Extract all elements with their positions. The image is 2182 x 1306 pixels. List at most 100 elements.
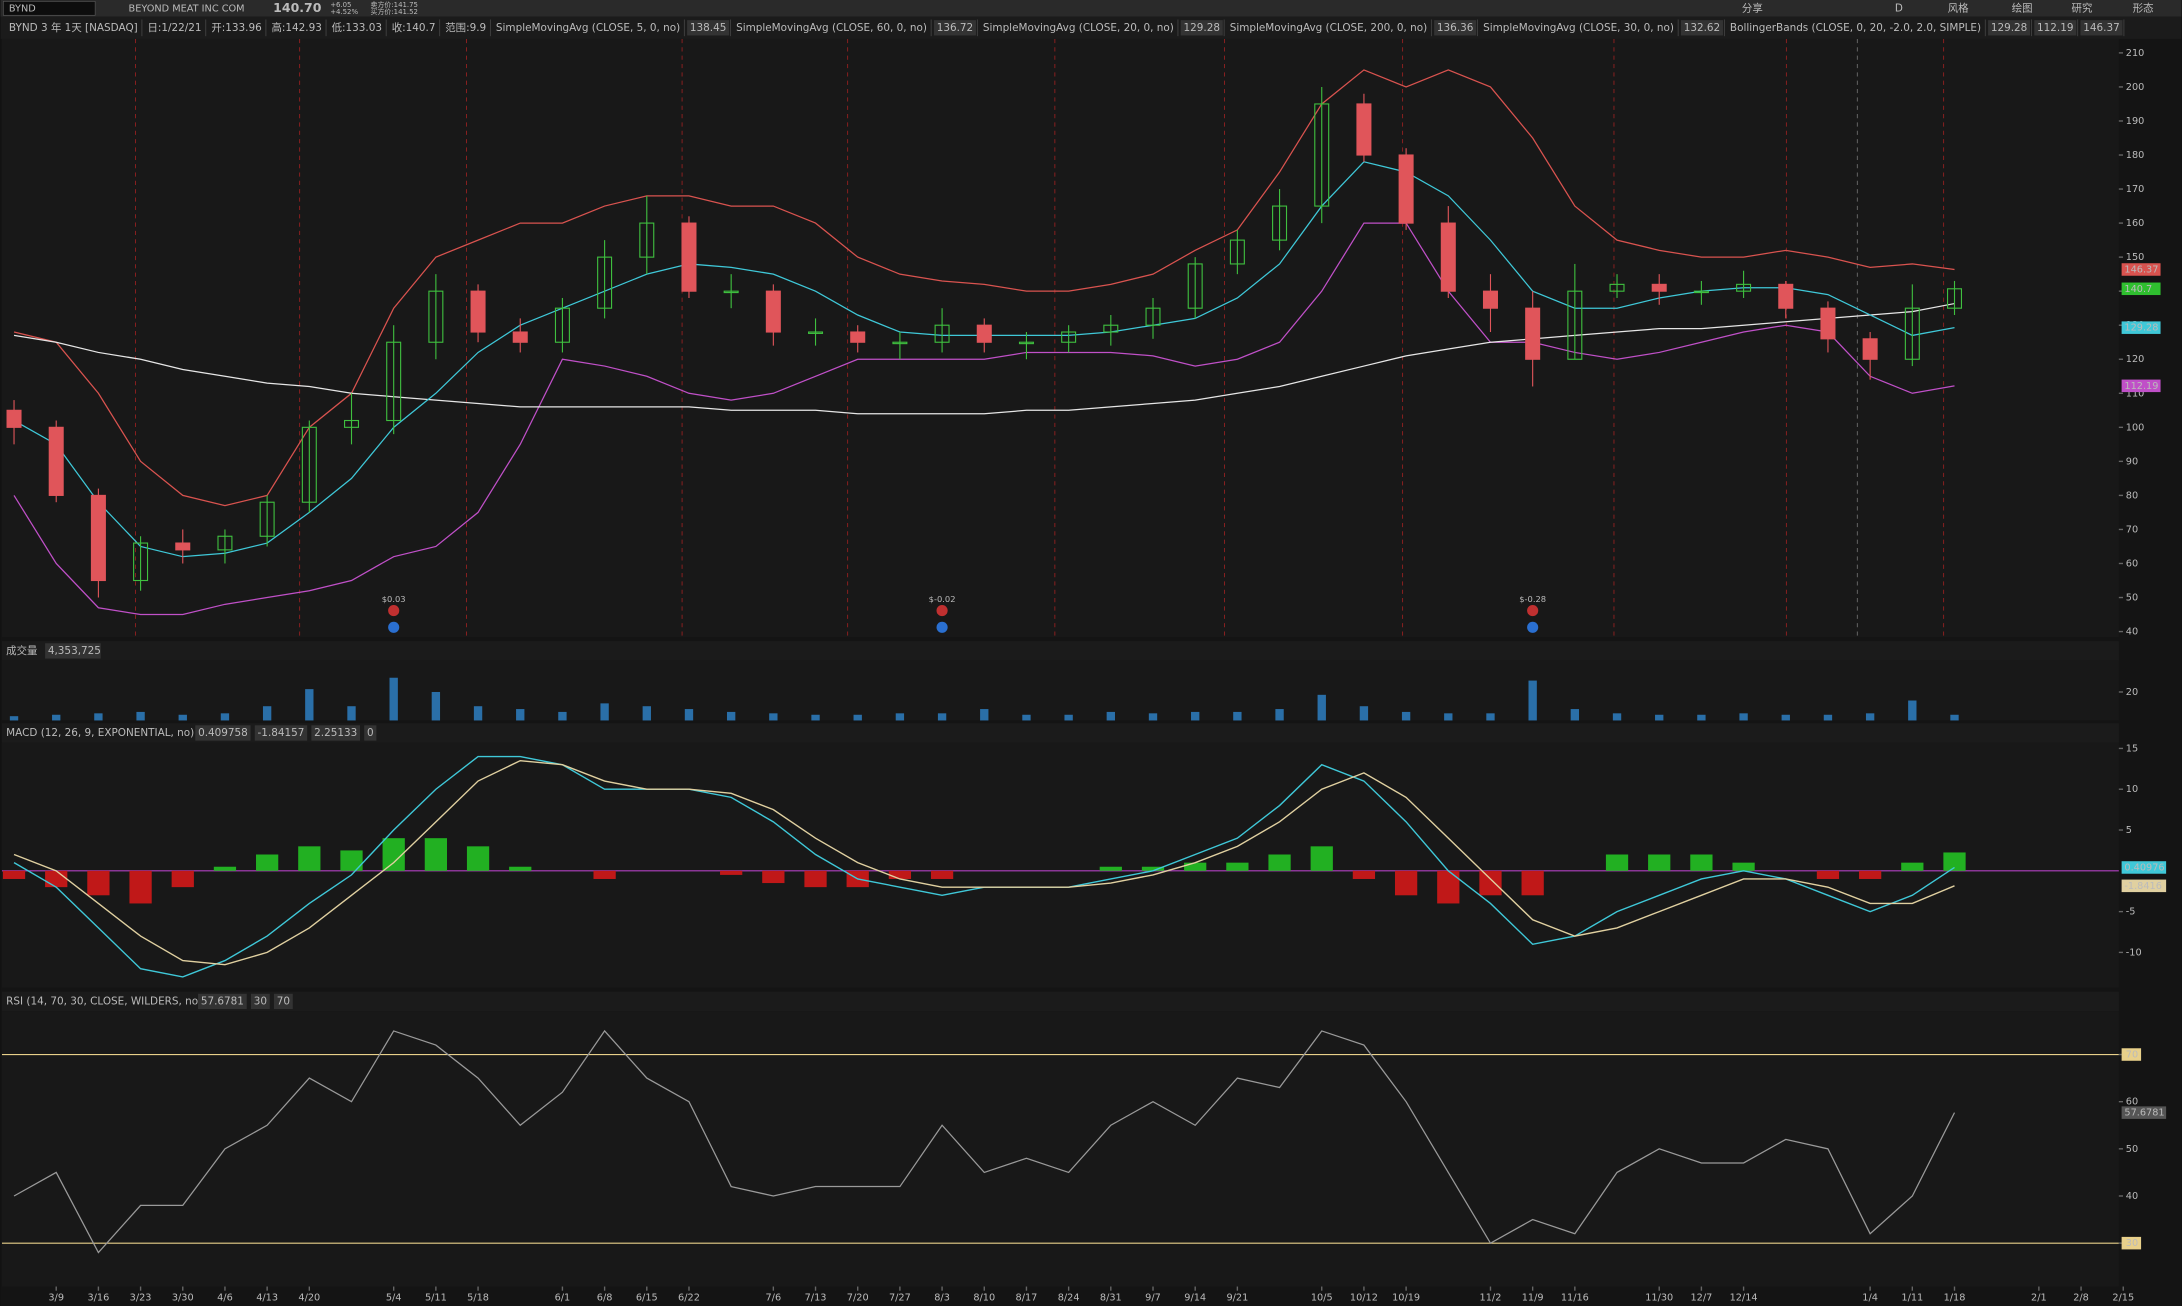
volume-bar [1697,714,1706,721]
macd-histogram [720,870,743,875]
candle-body [1778,283,1794,309]
volume-bar [1865,713,1875,721]
ohlc-field: 高:142.93 [271,21,321,34]
rsi-tag [2121,1106,2167,1119]
macd-histogram [171,870,194,888]
macd-header [1,723,2119,743]
y-tick-label: 170 [2126,184,2145,195]
x-tick-label: 8/24 [1058,1293,1080,1304]
macd-reading: 2.25133 [314,727,357,739]
x-tick-label: 9/21 [1226,1293,1248,1304]
x-tick-label: 3/9 [48,1293,64,1304]
x-tick-label: 12/7 [1690,1293,1712,1304]
candle-body [639,222,655,258]
study-value: 136.72 [937,22,973,34]
price-tag [2121,263,2161,276]
x-tick-label: 4/13 [256,1293,278,1304]
volume-bar [262,706,272,721]
value-box [195,725,251,741]
volume-bar [431,691,441,721]
volume-bar [600,703,609,721]
volume-pane [1,660,2119,721]
macd-histogram [1141,866,1165,871]
x-tick-label: 3/23 [130,1293,152,1304]
value-box [198,993,247,1010]
study-value: 138.45 [690,22,726,34]
value-box [45,643,101,659]
candle-body [1356,103,1372,156]
x-tick-label: 6/8 [597,1293,613,1304]
candle-body [1525,307,1541,360]
candle-body [48,426,64,496]
candle-body [1018,341,1034,345]
candle-body [892,341,908,345]
macd-histogram [1901,862,1924,871]
x-tick-label: 9/14 [1184,1293,1206,1304]
x-tick-label: 7/6 [766,1293,782,1304]
x-tick-label: 10/19 [1392,1293,1420,1304]
candle-body [723,290,739,294]
macd-histogram [1521,870,1544,896]
dividend-icon[interactable] [388,621,400,633]
earnings-icon[interactable] [388,605,400,617]
volume-bar [1064,714,1073,721]
toolbar-button[interactable]: 绘图 [2012,1,2033,14]
earnings-icon[interactable] [936,605,948,617]
x-tick-label: 5/11 [425,1293,447,1304]
level-box [2121,1236,2142,1250]
study-value: 129.28 [1991,22,2027,34]
y-tick-label: -10 [2126,947,2142,958]
x-tick-label: 5/18 [467,1293,489,1304]
change-pct: +4.52% [330,8,358,16]
toolbar-button[interactable]: 研究 [2072,1,2093,14]
candle-body [217,535,233,551]
symbol[interactable]: BYND [9,3,36,14]
volume-bar [1950,714,1959,721]
dividend-icon[interactable] [936,621,948,633]
earnings-icon[interactable] [1527,605,1539,617]
y-tick-label: 40 [2126,627,2138,638]
overlay-line [13,222,1955,616]
volume-bar [1655,714,1664,721]
rsi-reading: 57.6781 [201,995,244,1007]
dividend-icon[interactable] [1527,621,1539,633]
macd-histogram [1943,852,1966,871]
price-tag-label: 129.28 [2124,323,2158,334]
x-tick-label: 7/20 [847,1293,869,1304]
toolbar-button[interactable]: 分享 [1742,1,1763,14]
macd-line [13,759,1955,966]
macd-histogram [1648,854,1671,871]
symbol-box[interactable] [3,1,96,16]
volume-bar [1739,713,1748,721]
price-tag-label: 146.37 [2124,264,2158,275]
company: BEYOND MEAT INC COM [129,3,245,14]
x-tick-label: 10/12 [1350,1293,1378,1304]
x-tick-label: 6/15 [636,1293,658,1304]
toolbar-button[interactable]: D [1895,2,1903,14]
y-tick-label: 90 [2126,456,2138,467]
candle-body [1272,205,1288,241]
x-tick-label: 2/15 [2112,1293,2134,1304]
macd-histogram [1226,862,1249,871]
volume-bar [980,709,989,721]
study-value: 112.19 [2037,22,2073,34]
volume-bar [895,713,905,721]
macd-reading: 0.409758 [198,727,248,739]
volume-bar [1570,709,1580,721]
rsi-tag-label: 57.6781 [2124,1108,2164,1119]
candle-body [1862,338,1878,360]
macd-histogram [1394,870,1418,896]
earnings-label: $0.03 [382,594,406,604]
macd-histogram [424,838,447,871]
volume-bar [684,709,694,721]
volume-bar [52,714,61,721]
volume-bar [1317,694,1326,721]
volume-bar [1401,711,1411,721]
candle-body [1398,154,1414,224]
toolbar-button[interactable]: 形态 [2133,1,2154,14]
toolbar-button[interactable]: 风格 [1948,1,1969,14]
value-box [364,725,377,741]
ohlc-field: 低:133.03 [332,21,382,34]
volume-bar [347,706,356,721]
x-tick-label: 1/11 [1901,1293,1923,1304]
